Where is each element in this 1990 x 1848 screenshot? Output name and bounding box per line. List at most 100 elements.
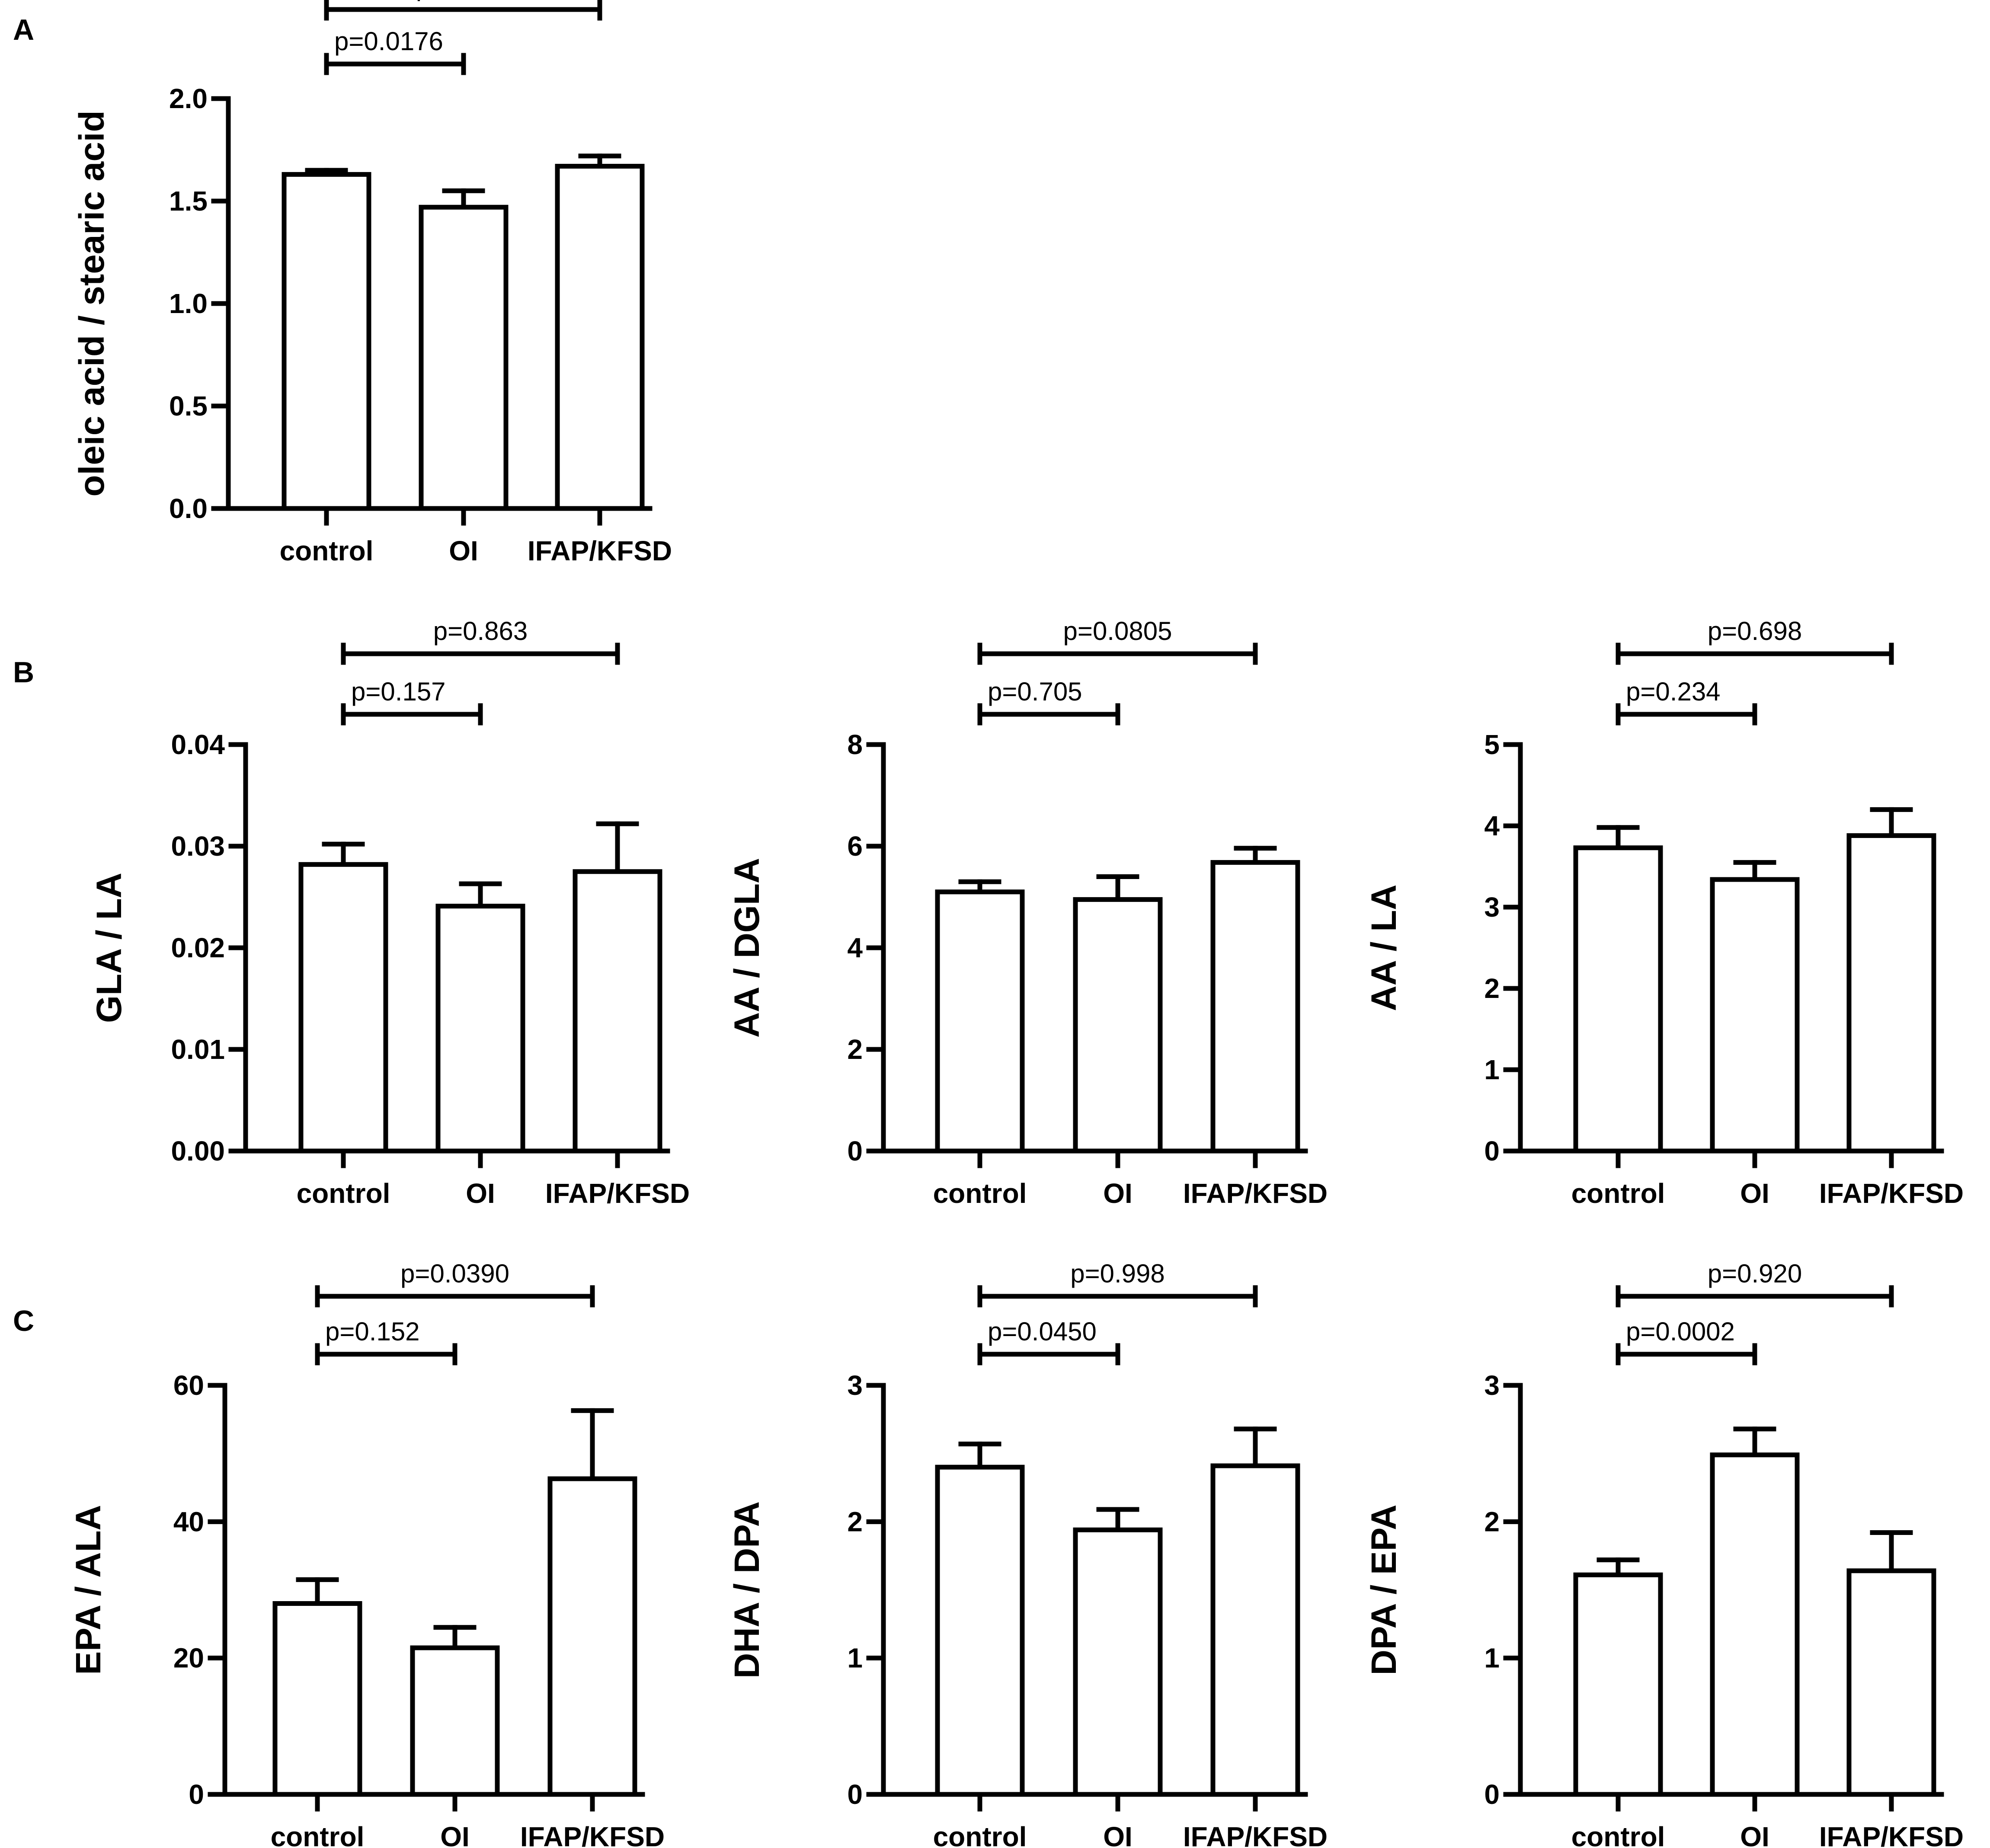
y-axis-title: DHA / DPA bbox=[727, 1501, 767, 1679]
x-category-label: control bbox=[1571, 1821, 1665, 1848]
chart-6: 0 1 2 3 DHA / DPA control OI IFAP/KFSD p=0.0450 p… bbox=[727, 1259, 1328, 1848]
y-tick-label: 0.00 bbox=[171, 1135, 225, 1167]
bar-ifap-kfsd bbox=[1210, 860, 1300, 1154]
p-value-label: p=0.234 bbox=[1626, 677, 1721, 706]
chart-5: 0 20 40 60 EPA / ALA control OI IFAP/KFSD p=0.15… bbox=[69, 1259, 665, 1848]
bar-control bbox=[935, 889, 1025, 1154]
y-tick-label: 3 bbox=[847, 1370, 863, 1401]
y-tick-label: 2 bbox=[847, 1506, 863, 1537]
p-value-label: p=0.863 bbox=[433, 617, 528, 646]
bar-oi bbox=[410, 1645, 500, 1797]
bar-oi bbox=[435, 904, 525, 1154]
x-category-label: control bbox=[280, 535, 374, 566]
y-axis-title: AA / DGLA bbox=[727, 858, 767, 1038]
y-tick-label: 1.0 bbox=[169, 288, 208, 319]
y-tick-label: 0.03 bbox=[171, 831, 225, 862]
y-axis-title: DPA / EPA bbox=[1364, 1505, 1404, 1675]
panel-letter-a: A bbox=[13, 13, 34, 46]
bar-oi bbox=[419, 205, 509, 511]
bar-ifap-kfsd bbox=[547, 1476, 637, 1797]
x-category-label: control bbox=[271, 1821, 365, 1848]
y-tick-label: 20 bbox=[173, 1643, 204, 1674]
x-category-label: OI bbox=[466, 1178, 495, 1209]
y-tick-label: 0 bbox=[1484, 1779, 1500, 1810]
charts-group: 0.0 0.5 1.0 1.5 2.0 oleic acid / stearic acid… bbox=[69, 0, 1964, 1848]
p-value-label: p=0.0002 bbox=[1626, 1317, 1735, 1346]
chart-7: 0 1 2 3 DPA / EPA control OI IFAP/KFSD p=0.0002 p… bbox=[1364, 1259, 1964, 1848]
p-value-label: p=0.998 bbox=[1070, 1259, 1165, 1288]
p-value-label: p=0.214 bbox=[416, 0, 511, 1]
bar-control bbox=[1573, 1572, 1663, 1797]
bar-oi bbox=[1073, 1527, 1163, 1797]
y-tick-label: 4 bbox=[847, 932, 863, 963]
x-category-label: IFAP/KFSD bbox=[1819, 1821, 1964, 1848]
x-category-label: control bbox=[297, 1178, 390, 1209]
y-tick-label: 5 bbox=[1484, 729, 1500, 760]
y-tick-label: 1.5 bbox=[169, 185, 208, 217]
x-category-label: IFAP/KFSD bbox=[1183, 1821, 1328, 1848]
x-category-label: OI bbox=[440, 1821, 470, 1848]
y-tick-label: 0.0 bbox=[169, 493, 208, 524]
bar-ifap-kfsd bbox=[1210, 1463, 1300, 1797]
bar-ifap-kfsd bbox=[555, 163, 645, 511]
y-tick-label: 0 bbox=[847, 1135, 863, 1167]
y-tick-label: 0 bbox=[847, 1779, 863, 1810]
p-value-label: p=0.705 bbox=[988, 677, 1082, 706]
y-tick-label: 1 bbox=[1484, 1643, 1500, 1674]
p-value-label: p=0.920 bbox=[1708, 1259, 1802, 1288]
chart-3: 0 2 4 6 8 AA / DGLA control OI IFAP/KFSD p=0.705 p… bbox=[727, 617, 1328, 1209]
y-tick-label: 3 bbox=[1484, 892, 1500, 923]
bar-control bbox=[935, 1464, 1025, 1797]
y-tick-label: 1 bbox=[847, 1643, 863, 1674]
y-tick-label: 0 bbox=[189, 1779, 204, 1810]
y-tick-label: 0.02 bbox=[171, 932, 225, 963]
x-category-label: OI bbox=[449, 535, 478, 566]
y-tick-label: 8 bbox=[847, 729, 863, 760]
y-tick-label: 3 bbox=[1484, 1370, 1500, 1401]
y-tick-label: 60 bbox=[173, 1370, 204, 1401]
y-tick-label: 1 bbox=[1484, 1054, 1500, 1085]
p-value-label: p=0.698 bbox=[1708, 617, 1802, 646]
y-axis-title: EPA / ALA bbox=[69, 1505, 108, 1675]
x-category-label: IFAP/KFSD bbox=[545, 1178, 690, 1209]
y-tick-label: 4 bbox=[1484, 810, 1500, 841]
bar-control bbox=[298, 862, 388, 1154]
x-category-label: OI bbox=[1740, 1178, 1769, 1209]
x-category-label: control bbox=[933, 1178, 1027, 1209]
chart-4: 0 1 2 3 4 5 AA / LA control OI IFAP/KFSD p=0.234 p=… bbox=[1364, 617, 1964, 1209]
y-tick-label: 2 bbox=[1484, 973, 1500, 1004]
x-category-label: control bbox=[933, 1821, 1027, 1848]
y-tick-label: 0.5 bbox=[169, 390, 208, 422]
bar-ifap-kfsd bbox=[1846, 1568, 1936, 1797]
y-tick-label: 2.0 bbox=[169, 83, 208, 114]
y-axis-title: oleic acid / stearic acid bbox=[72, 110, 112, 496]
bar-ifap-kfsd bbox=[573, 869, 662, 1154]
x-category-label: IFAP/KFSD bbox=[1819, 1178, 1964, 1209]
p-value-label: p=0.0450 bbox=[988, 1317, 1097, 1346]
x-category-label: OI bbox=[1103, 1821, 1133, 1848]
chart-2: 0.00 0.01 0.02 0.03 0.04 GLA / LA control OI IFA… bbox=[90, 617, 690, 1209]
bar-control bbox=[272, 1601, 362, 1797]
y-axis-title: GLA / LA bbox=[90, 873, 129, 1023]
x-category-label: OI bbox=[1740, 1821, 1769, 1848]
x-category-label: OI bbox=[1103, 1178, 1133, 1209]
bar-oi bbox=[1710, 1452, 1800, 1797]
x-category-label: control bbox=[1571, 1178, 1665, 1209]
x-category-label: IFAP/KFSD bbox=[520, 1821, 665, 1848]
y-tick-label: 2 bbox=[1484, 1506, 1500, 1537]
y-tick-label: 2 bbox=[847, 1034, 863, 1065]
p-value-label: p=0.0390 bbox=[400, 1259, 509, 1288]
x-category-label: IFAP/KFSD bbox=[1183, 1178, 1328, 1209]
y-tick-label: 40 bbox=[173, 1506, 204, 1537]
bar-ifap-kfsd bbox=[1846, 833, 1936, 1154]
chart-1: 0.0 0.5 1.0 1.5 2.0 oleic acid / stearic acid… bbox=[72, 0, 672, 566]
y-tick-label: 0.01 bbox=[171, 1034, 225, 1065]
p-value-label: p=0.157 bbox=[351, 677, 446, 706]
panel-letter-b: B bbox=[13, 656, 34, 689]
p-value-label: p=0.0176 bbox=[334, 27, 443, 56]
y-tick-label: 6 bbox=[847, 831, 863, 862]
panel-letter-c: C bbox=[13, 1304, 34, 1337]
y-tick-label: 0 bbox=[1484, 1135, 1500, 1167]
x-category-label: IFAP/KFSD bbox=[528, 535, 672, 566]
